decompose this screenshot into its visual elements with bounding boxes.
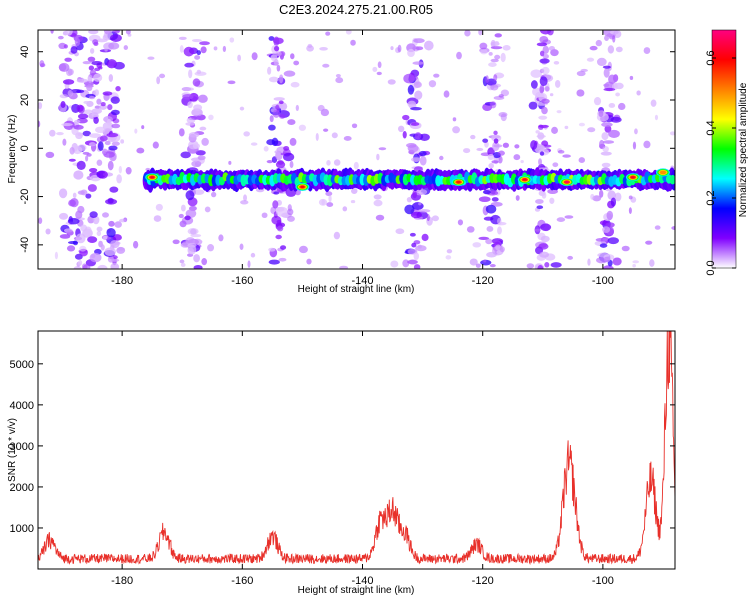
- snr-y-label: SNR (10 * v/v): [7, 418, 18, 482]
- y-tick-label: 40: [19, 46, 31, 58]
- y-tick-label: 3000: [10, 441, 34, 453]
- x-tick-label: -140: [351, 275, 373, 287]
- spectral-peak: [559, 178, 574, 187]
- y-tick-label: 2000: [10, 482, 34, 494]
- x-tick-label: -140: [351, 575, 373, 587]
- spectral-peak: [145, 173, 160, 182]
- colorbar: 0.0 0.2 0.4 0.6: [705, 29, 737, 276]
- x-tick-label: -100: [592, 575, 614, 587]
- spectral-peak: [295, 182, 310, 191]
- snr-chart: -180 -160 -140 -120 -100 1000 2000 3000 4000 5000…: [7, 330, 676, 596]
- x-tick-label: -120: [472, 275, 494, 287]
- spectrogram-x-label: Height of straight line (km): [298, 284, 415, 295]
- snr-x-label: Height of straight line (km): [298, 585, 415, 596]
- y-tick-label: -40: [19, 237, 31, 253]
- chart-title: C2E3.2024.275.21.00.R05: [279, 2, 433, 17]
- spectral-peak: [451, 178, 466, 187]
- y-tick-label: 20: [19, 94, 31, 106]
- x-tick-label: -160: [231, 575, 253, 587]
- x-tick-label: -180: [111, 275, 133, 287]
- spectrogram-field: [38, 30, 675, 269]
- y-tick-label: 0: [19, 145, 31, 151]
- x-tick-label: -120: [472, 575, 494, 587]
- spectral-peak: [517, 175, 532, 184]
- y-tick-label: 4000: [10, 400, 34, 412]
- x-tick-label: -100: [592, 275, 614, 287]
- spectrogram-y-label: Frequency (Hz): [7, 115, 18, 184]
- colorbar-tick-label: 0.4: [705, 120, 717, 135]
- x-tick-label: -160: [231, 275, 253, 287]
- colorbar-tick-label: 0.6: [705, 50, 717, 65]
- colorbar-tick-label: 0.0: [705, 260, 717, 275]
- colorbar-label: Normalized spectral amplitude: [738, 82, 749, 217]
- y-tick-label: -20: [19, 189, 31, 205]
- y-tick-label: 1000: [10, 523, 34, 535]
- spectral-peak: [625, 173, 640, 182]
- x-tick-label: -180: [111, 575, 133, 587]
- snr-series-line: [38, 331, 675, 566]
- colorbar-tick-label: 0.2: [705, 190, 717, 205]
- spectral-peak: [655, 168, 670, 177]
- spectrogram-chart: -180 -160 -140 -120 -100 -40 -20 0 20 40 Height o…: [7, 29, 749, 295]
- y-tick-label: 5000: [10, 359, 34, 371]
